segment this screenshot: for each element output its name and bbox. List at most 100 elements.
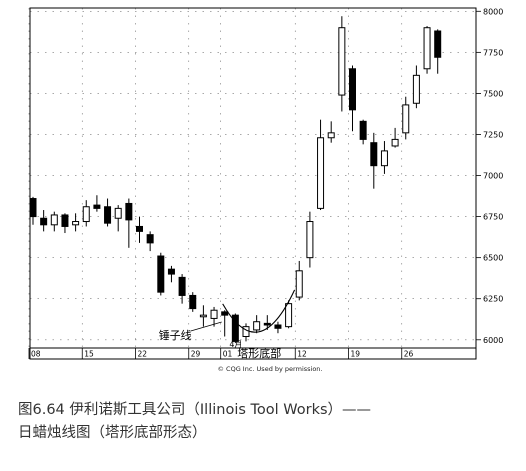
- candle: [40, 210, 48, 232]
- candle-body-white: [72, 221, 80, 226]
- candle: [167, 265, 175, 283]
- candlestick-chart: 6000 6250 6500 6750 7000 7250 7500 7750 8000 08 1…: [28, 7, 503, 373]
- candle-body-black: [189, 294, 197, 310]
- candle-body-white: [50, 214, 58, 226]
- candle: [263, 315, 271, 330]
- candle: [317, 119, 325, 211]
- candle-body-white: [391, 138, 399, 147]
- month-label: 4月: [229, 340, 242, 349]
- candle: [306, 211, 314, 268]
- candle-body-black: [274, 324, 282, 329]
- candle: [178, 274, 186, 304]
- candle-body-white: [412, 74, 420, 104]
- y-tick-label: 6750: [483, 213, 503, 222]
- y-tick-label: 7000: [483, 172, 503, 181]
- candle: [391, 127, 399, 148]
- candle: [412, 65, 420, 109]
- candle-body-white: [242, 326, 250, 338]
- y-tick-label: 6250: [483, 295, 503, 304]
- candle-body-black: [178, 276, 186, 296]
- candle-body-white: [306, 221, 314, 259]
- candle: [210, 306, 218, 327]
- caption-line-1: 图6.64 伊利诺斯工具公司（Illinois Tool Works）——: [18, 402, 372, 418]
- candle-body-white: [199, 314, 207, 318]
- candle-body-white: [285, 303, 293, 328]
- y-tick-label: 6500: [483, 254, 503, 263]
- y-tick-label: 6000: [483, 336, 503, 345]
- candle: [82, 200, 90, 227]
- candle-body-white: [402, 104, 410, 134]
- candle-body-black: [40, 217, 48, 226]
- candle: [61, 213, 69, 234]
- x-tick-label: 22: [138, 350, 148, 359]
- candle-body-black: [61, 214, 69, 227]
- candle: [50, 211, 58, 232]
- candle: [295, 260, 303, 301]
- y-tick-label: 7750: [483, 48, 503, 57]
- candle-body-white: [317, 137, 325, 209]
- candle: [125, 198, 133, 248]
- annotations: 锤子线 塔形底部 4月: [159, 289, 296, 360]
- x-tick-label: 29: [191, 350, 201, 359]
- candle: [285, 300, 293, 329]
- candle: [72, 213, 80, 232]
- y-tick-label: 7500: [483, 89, 503, 98]
- candle: [380, 141, 388, 174]
- candle-body-black: [93, 204, 101, 209]
- candle: [423, 26, 431, 74]
- candle: [274, 321, 282, 334]
- annotation-hammer: 锤子线: [159, 328, 192, 342]
- candle: [146, 231, 154, 252]
- candle: [29, 196, 37, 225]
- candle-body-black: [263, 322, 271, 326]
- tower-bottom-arc: [222, 289, 296, 333]
- candle: [327, 121, 335, 143]
- candle-body-black: [221, 311, 229, 316]
- y-tick-label: 8000: [483, 7, 503, 16]
- caption-line-2: 日蜡烛线图（塔形底部形态）: [18, 425, 207, 441]
- x-axis-ticks: 08 15 22 29 01 12 19 26: [28, 348, 414, 359]
- candle-body-black: [157, 255, 165, 293]
- annotation-tower-bottom: 塔形底部: [237, 346, 281, 360]
- candle: [370, 132, 378, 189]
- candle-body-black: [167, 268, 175, 275]
- candle-body-white: [82, 206, 90, 223]
- candle: [402, 96, 410, 140]
- candle: [136, 216, 143, 243]
- candle-body-white: [423, 27, 431, 70]
- candle-body-white: [338, 27, 346, 96]
- grid-lines: [28, 8, 476, 348]
- candle-body-black: [29, 198, 37, 218]
- candles: [29, 16, 442, 344]
- chart-credit: © CQG Inc. Used by permission.: [217, 365, 322, 373]
- candle-body-white: [210, 309, 218, 319]
- plot-frame: [29, 7, 477, 349]
- figure-caption: 图6.64 伊利诺斯工具公司（Illinois Tool Works）—— 日蜡…: [18, 399, 513, 445]
- candle-body-black: [146, 234, 154, 244]
- x-axis-band: [29, 347, 477, 360]
- candle-body-white: [295, 270, 303, 298]
- x-tick-label: 19: [351, 350, 361, 359]
- candle: [189, 292, 197, 312]
- candle: [93, 195, 101, 212]
- candle-body-white: [253, 321, 261, 331]
- candle: [231, 313, 239, 344]
- candle-body-white: [380, 150, 388, 167]
- candle: [104, 198, 112, 227]
- candle-body-white: [114, 207, 122, 219]
- hammer-pointer-line: [190, 321, 222, 332]
- candle-body-black: [349, 68, 356, 111]
- candle: [434, 29, 442, 74]
- x-tick-label: 08: [31, 350, 41, 359]
- y-axis-ticks: 6000 6250 6500 6750 7000 7250 7500 7750 8000: [476, 7, 503, 345]
- candle: [199, 305, 207, 327]
- candle-body-black: [231, 314, 239, 342]
- candle: [338, 16, 346, 112]
- y-tick-label: 7250: [483, 130, 503, 139]
- candle-body-black: [125, 202, 133, 221]
- candle: [157, 252, 165, 296]
- candle: [349, 65, 356, 132]
- candle-body-black: [136, 225, 143, 232]
- x-tick-label: 26: [404, 350, 414, 359]
- x-tick-label: 15: [84, 350, 94, 359]
